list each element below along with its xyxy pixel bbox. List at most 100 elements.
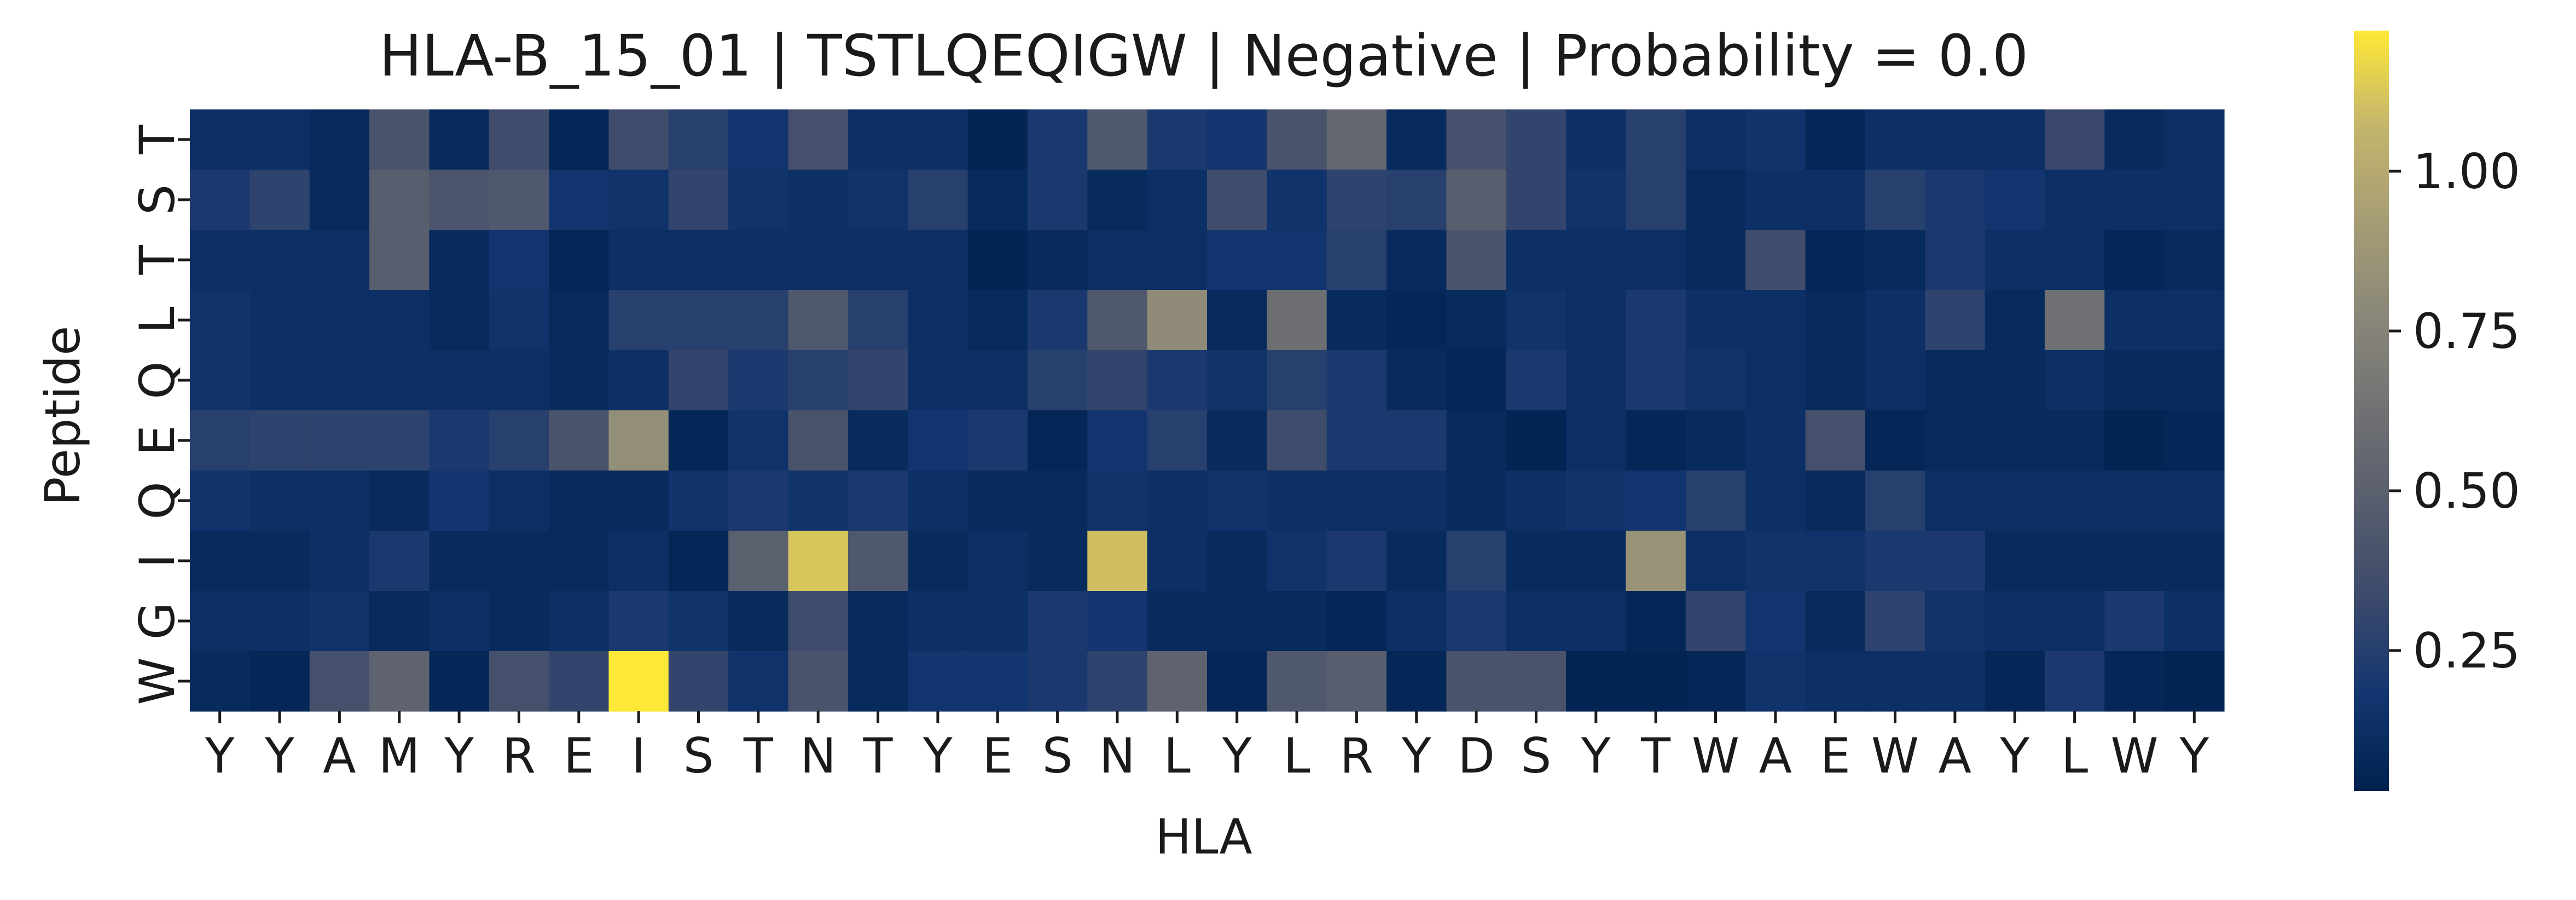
heatmap-cell bbox=[1326, 531, 1387, 591]
heatmap-cell bbox=[190, 410, 250, 471]
heatmap-cell bbox=[1446, 230, 1507, 291]
heatmap-cell bbox=[2044, 230, 2105, 291]
x-tick-label: Y bbox=[444, 728, 474, 784]
heatmap-cell bbox=[2164, 531, 2225, 591]
heatmap-cell bbox=[2104, 290, 2165, 351]
heatmap-cell bbox=[1685, 591, 1746, 652]
heatmap-cell bbox=[250, 109, 310, 170]
heatmap-cell bbox=[908, 651, 968, 712]
heatmap-cell bbox=[668, 471, 729, 531]
heatmap-cell bbox=[1985, 591, 2045, 652]
heatmap-cell bbox=[1446, 651, 1507, 712]
heatmap-cell bbox=[1207, 471, 1267, 531]
heatmap-cell bbox=[908, 531, 968, 591]
heatmap-cell bbox=[848, 471, 908, 531]
heatmap-cell bbox=[1745, 350, 1806, 411]
heatmap-cell bbox=[309, 290, 370, 351]
heatmap-cell bbox=[1386, 109, 1447, 170]
heatmap-cell bbox=[1566, 350, 1627, 411]
x-tick-label: S bbox=[1042, 728, 1073, 784]
x-tick-label: T bbox=[1640, 728, 1671, 784]
heatmap-cell bbox=[788, 591, 849, 652]
heatmap-cell bbox=[788, 170, 849, 230]
heatmap-cell bbox=[1147, 531, 1208, 591]
heatmap-cell bbox=[1326, 290, 1387, 351]
heatmap-cell bbox=[190, 230, 250, 291]
heatmap-cell bbox=[1985, 230, 2045, 291]
heatmap-cell bbox=[788, 651, 849, 712]
heatmap-cell bbox=[1865, 230, 1925, 291]
heatmap-cell bbox=[1865, 531, 1925, 591]
y-tick-label: W bbox=[129, 657, 185, 705]
x-tick-label: Y bbox=[1222, 728, 1252, 784]
x-tick-label: E bbox=[982, 728, 1013, 784]
heatmap-cell bbox=[429, 290, 490, 351]
heatmap-cell bbox=[489, 410, 549, 471]
x-tick-label: W bbox=[1871, 728, 1919, 784]
heatmap-cell bbox=[1267, 230, 1327, 291]
heatmap-cell bbox=[309, 350, 370, 411]
heatmap-cell bbox=[1865, 651, 1925, 712]
heatmap-cell bbox=[429, 230, 490, 291]
heatmap-cell bbox=[1326, 410, 1387, 471]
heatmap-cell bbox=[1326, 170, 1387, 230]
heatmap-cell bbox=[2104, 230, 2165, 291]
heatmap-cell bbox=[250, 471, 310, 531]
heatmap-cell bbox=[1147, 591, 1208, 652]
heatmap-cell bbox=[309, 230, 370, 291]
heatmap-cell bbox=[1027, 290, 1088, 351]
heatmap-cell bbox=[309, 170, 370, 230]
heatmap-cell bbox=[967, 290, 1028, 351]
heatmap-cell bbox=[1506, 591, 1567, 652]
heatmap-cell bbox=[1865, 410, 1925, 471]
heatmap-cell bbox=[908, 230, 968, 291]
heatmap-cell bbox=[1985, 350, 2045, 411]
x-tick-label: W bbox=[1692, 728, 1739, 784]
heatmap-cell bbox=[1626, 410, 1686, 471]
heatmap-cell bbox=[369, 109, 430, 170]
x-tick-label: M bbox=[379, 728, 420, 784]
heatmap-cell bbox=[309, 531, 370, 591]
heatmap-cell bbox=[1985, 170, 2045, 230]
heatmap-cell bbox=[1087, 170, 1148, 230]
x-tick-label: Y bbox=[264, 728, 294, 784]
y-tick-label: Q bbox=[129, 481, 185, 519]
heatmap-cell bbox=[2044, 350, 2105, 411]
heatmap-cell bbox=[728, 230, 789, 291]
heatmap-cell bbox=[848, 290, 908, 351]
heatmap-cell bbox=[908, 350, 968, 411]
heatmap-cell bbox=[1685, 350, 1746, 411]
heatmap-cell bbox=[1506, 531, 1567, 591]
heatmap-cell bbox=[1267, 471, 1327, 531]
y-tick-label: L bbox=[129, 306, 185, 333]
heatmap-cell bbox=[250, 651, 310, 712]
heatmap-cell bbox=[190, 651, 250, 712]
heatmap-cell bbox=[1446, 290, 1507, 351]
heatmap-cell bbox=[1446, 531, 1507, 591]
heatmap-cell bbox=[1985, 531, 2045, 591]
heatmap-cell bbox=[429, 350, 490, 411]
heatmap-cell bbox=[1027, 471, 1088, 531]
heatmap-cell bbox=[1626, 290, 1686, 351]
heatmap-cell bbox=[668, 230, 729, 291]
heatmap-cell bbox=[309, 471, 370, 531]
heatmap-cell bbox=[1685, 170, 1746, 230]
x-tick-label: A bbox=[1759, 728, 1792, 784]
heatmap-cell bbox=[1386, 290, 1447, 351]
heatmap-cell bbox=[1207, 651, 1267, 712]
heatmap-cell bbox=[848, 109, 908, 170]
heatmap-cell bbox=[967, 350, 1028, 411]
heatmap-cell bbox=[190, 170, 250, 230]
heatmap-cell bbox=[908, 591, 968, 652]
x-tick-label: W bbox=[2110, 728, 2158, 784]
x-axis-label: HLA bbox=[1155, 809, 1252, 865]
heatmap-cell bbox=[668, 290, 729, 351]
heatmap-cell bbox=[1027, 170, 1088, 230]
heatmap-cell bbox=[668, 531, 729, 591]
heatmap-cell bbox=[2164, 350, 2225, 411]
heatmap-cell bbox=[2044, 531, 2105, 591]
heatmap-cell bbox=[728, 531, 789, 591]
x-tick-label: Y bbox=[2179, 728, 2209, 784]
heatmap-cell bbox=[1386, 230, 1447, 291]
